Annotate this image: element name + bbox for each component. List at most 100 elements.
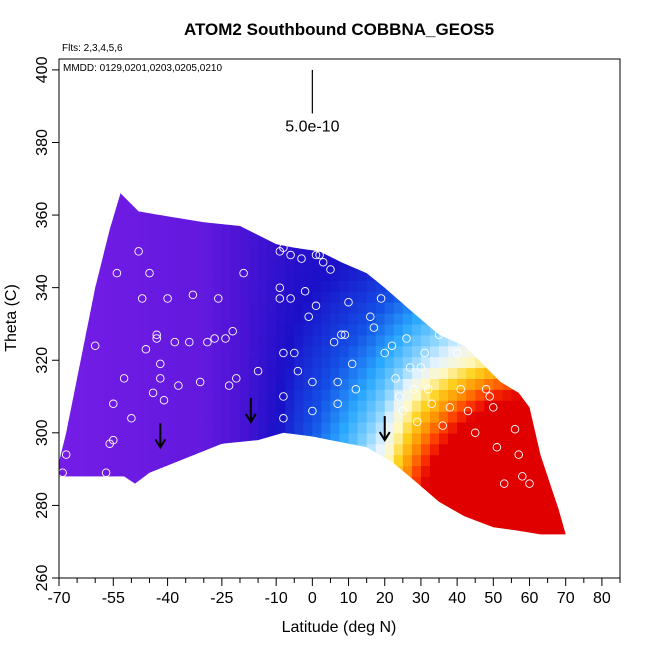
heatmap-cell — [411, 247, 422, 260]
heatmap-cell — [348, 236, 359, 249]
heatmap-cell — [375, 302, 386, 314]
heatmap-cell — [348, 367, 359, 379]
heatmap-cell — [185, 476, 196, 488]
x-tick-label: 0 — [308, 590, 317, 607]
heatmap-cell — [547, 323, 558, 336]
heatmap-cell — [529, 356, 540, 369]
heatmap-cell — [140, 193, 151, 205]
arrow-head — [378, 431, 391, 442]
observation-point — [510, 424, 520, 434]
heatmap-cell — [131, 215, 142, 227]
heatmap-cell — [402, 465, 413, 477]
heatmap-cell — [95, 367, 105, 379]
observation-point — [152, 334, 161, 343]
heatmap-cell — [348, 509, 359, 521]
heatmap-cell — [484, 193, 494, 205]
heatmap-cell — [375, 498, 386, 510]
heatmap-cell — [475, 193, 485, 205]
heatmap-cell — [258, 432, 268, 445]
heatmap-cell — [312, 236, 322, 249]
heatmap-cell — [393, 193, 404, 205]
heatmap-cell — [384, 476, 395, 488]
heatmap-cell — [448, 302, 458, 314]
heatmap-cell — [95, 454, 105, 467]
heatmap-cell — [258, 530, 268, 535]
heatmap-cell — [249, 302, 259, 314]
heatmap-cell — [276, 215, 286, 227]
heatmap-cell — [321, 389, 332, 401]
heatmap-cell — [285, 498, 295, 510]
heatmap-cell — [212, 421, 223, 434]
observation-point — [275, 283, 285, 292]
heatmap-cell — [113, 367, 123, 379]
heatmap-cell — [158, 345, 169, 358]
heatmap-cell — [493, 378, 503, 390]
heatmap-cell — [493, 509, 503, 521]
heatmap-cell — [466, 476, 476, 488]
heatmap-cell — [357, 498, 368, 510]
heatmap-cell — [176, 291, 187, 303]
heatmap-cell — [547, 378, 558, 390]
heatmap-cell — [68, 411, 78, 423]
heatmap-cell — [511, 323, 522, 336]
heatmap-cell — [402, 258, 413, 271]
heatmap-cell — [258, 378, 268, 390]
heatmap-cell — [493, 269, 503, 281]
heatmap-cell — [556, 498, 566, 510]
heatmap-cell — [366, 280, 377, 292]
heatmap-cell — [475, 356, 485, 369]
heatmap-cell — [393, 498, 404, 510]
heatmap-cell — [149, 193, 160, 194]
heatmap-cell — [221, 443, 232, 456]
heatmap-cell — [547, 367, 558, 379]
heatmap-cell — [185, 509, 196, 521]
heatmap-cell — [176, 193, 187, 194]
heatmap-cell — [448, 280, 458, 292]
heatmap-cell — [420, 323, 431, 336]
heatmap-cell — [158, 378, 169, 390]
heatmap-cell — [276, 378, 286, 390]
heatmap-cell — [68, 313, 78, 325]
heatmap-cell — [258, 313, 268, 325]
heatmap-cell — [276, 487, 286, 499]
x-tick-label: 40 — [448, 590, 466, 607]
heatmap-cell — [384, 389, 395, 401]
heatmap-cell — [348, 269, 359, 281]
heatmap-cell — [59, 193, 69, 194]
heatmap-cell — [258, 236, 268, 249]
heatmap-cell — [357, 476, 368, 488]
heatmap-cell — [366, 530, 377, 535]
heatmap-cell — [466, 269, 476, 281]
heatmap-cell — [466, 421, 476, 434]
heatmap-cell — [276, 269, 286, 281]
heatmap-cell — [520, 509, 531, 521]
heatmap-cell — [131, 411, 142, 423]
heatmap-cell — [267, 215, 277, 227]
heatmap-cell — [221, 389, 232, 401]
observation-point — [499, 479, 509, 488]
heatmap-cell — [448, 269, 458, 281]
heatmap-cell — [185, 487, 196, 499]
heatmap-cell — [439, 432, 449, 445]
heatmap-cell — [239, 530, 250, 535]
heatmap-cell — [312, 454, 322, 467]
heatmap-cell — [258, 454, 268, 467]
heatmap-cell — [330, 269, 341, 281]
heatmap-cell — [538, 236, 549, 249]
heatmap-cell — [556, 258, 566, 271]
heatmap-cell — [475, 476, 485, 488]
observation-point — [420, 348, 429, 358]
heatmap-cell — [239, 193, 250, 205]
heatmap-cell — [366, 291, 377, 303]
heatmap-cell — [249, 498, 259, 510]
heatmap-cell — [366, 323, 377, 336]
heatmap-cell — [140, 400, 151, 412]
heatmap-cell — [493, 280, 503, 292]
heatmap-cell — [411, 334, 422, 347]
heatmap-cell — [547, 432, 558, 445]
heatmap-cell — [77, 378, 87, 390]
heatmap-cell — [547, 345, 558, 358]
y-tick-label: 280 — [34, 492, 51, 519]
heatmap-cell — [448, 389, 458, 401]
heatmap-cell — [258, 421, 268, 434]
